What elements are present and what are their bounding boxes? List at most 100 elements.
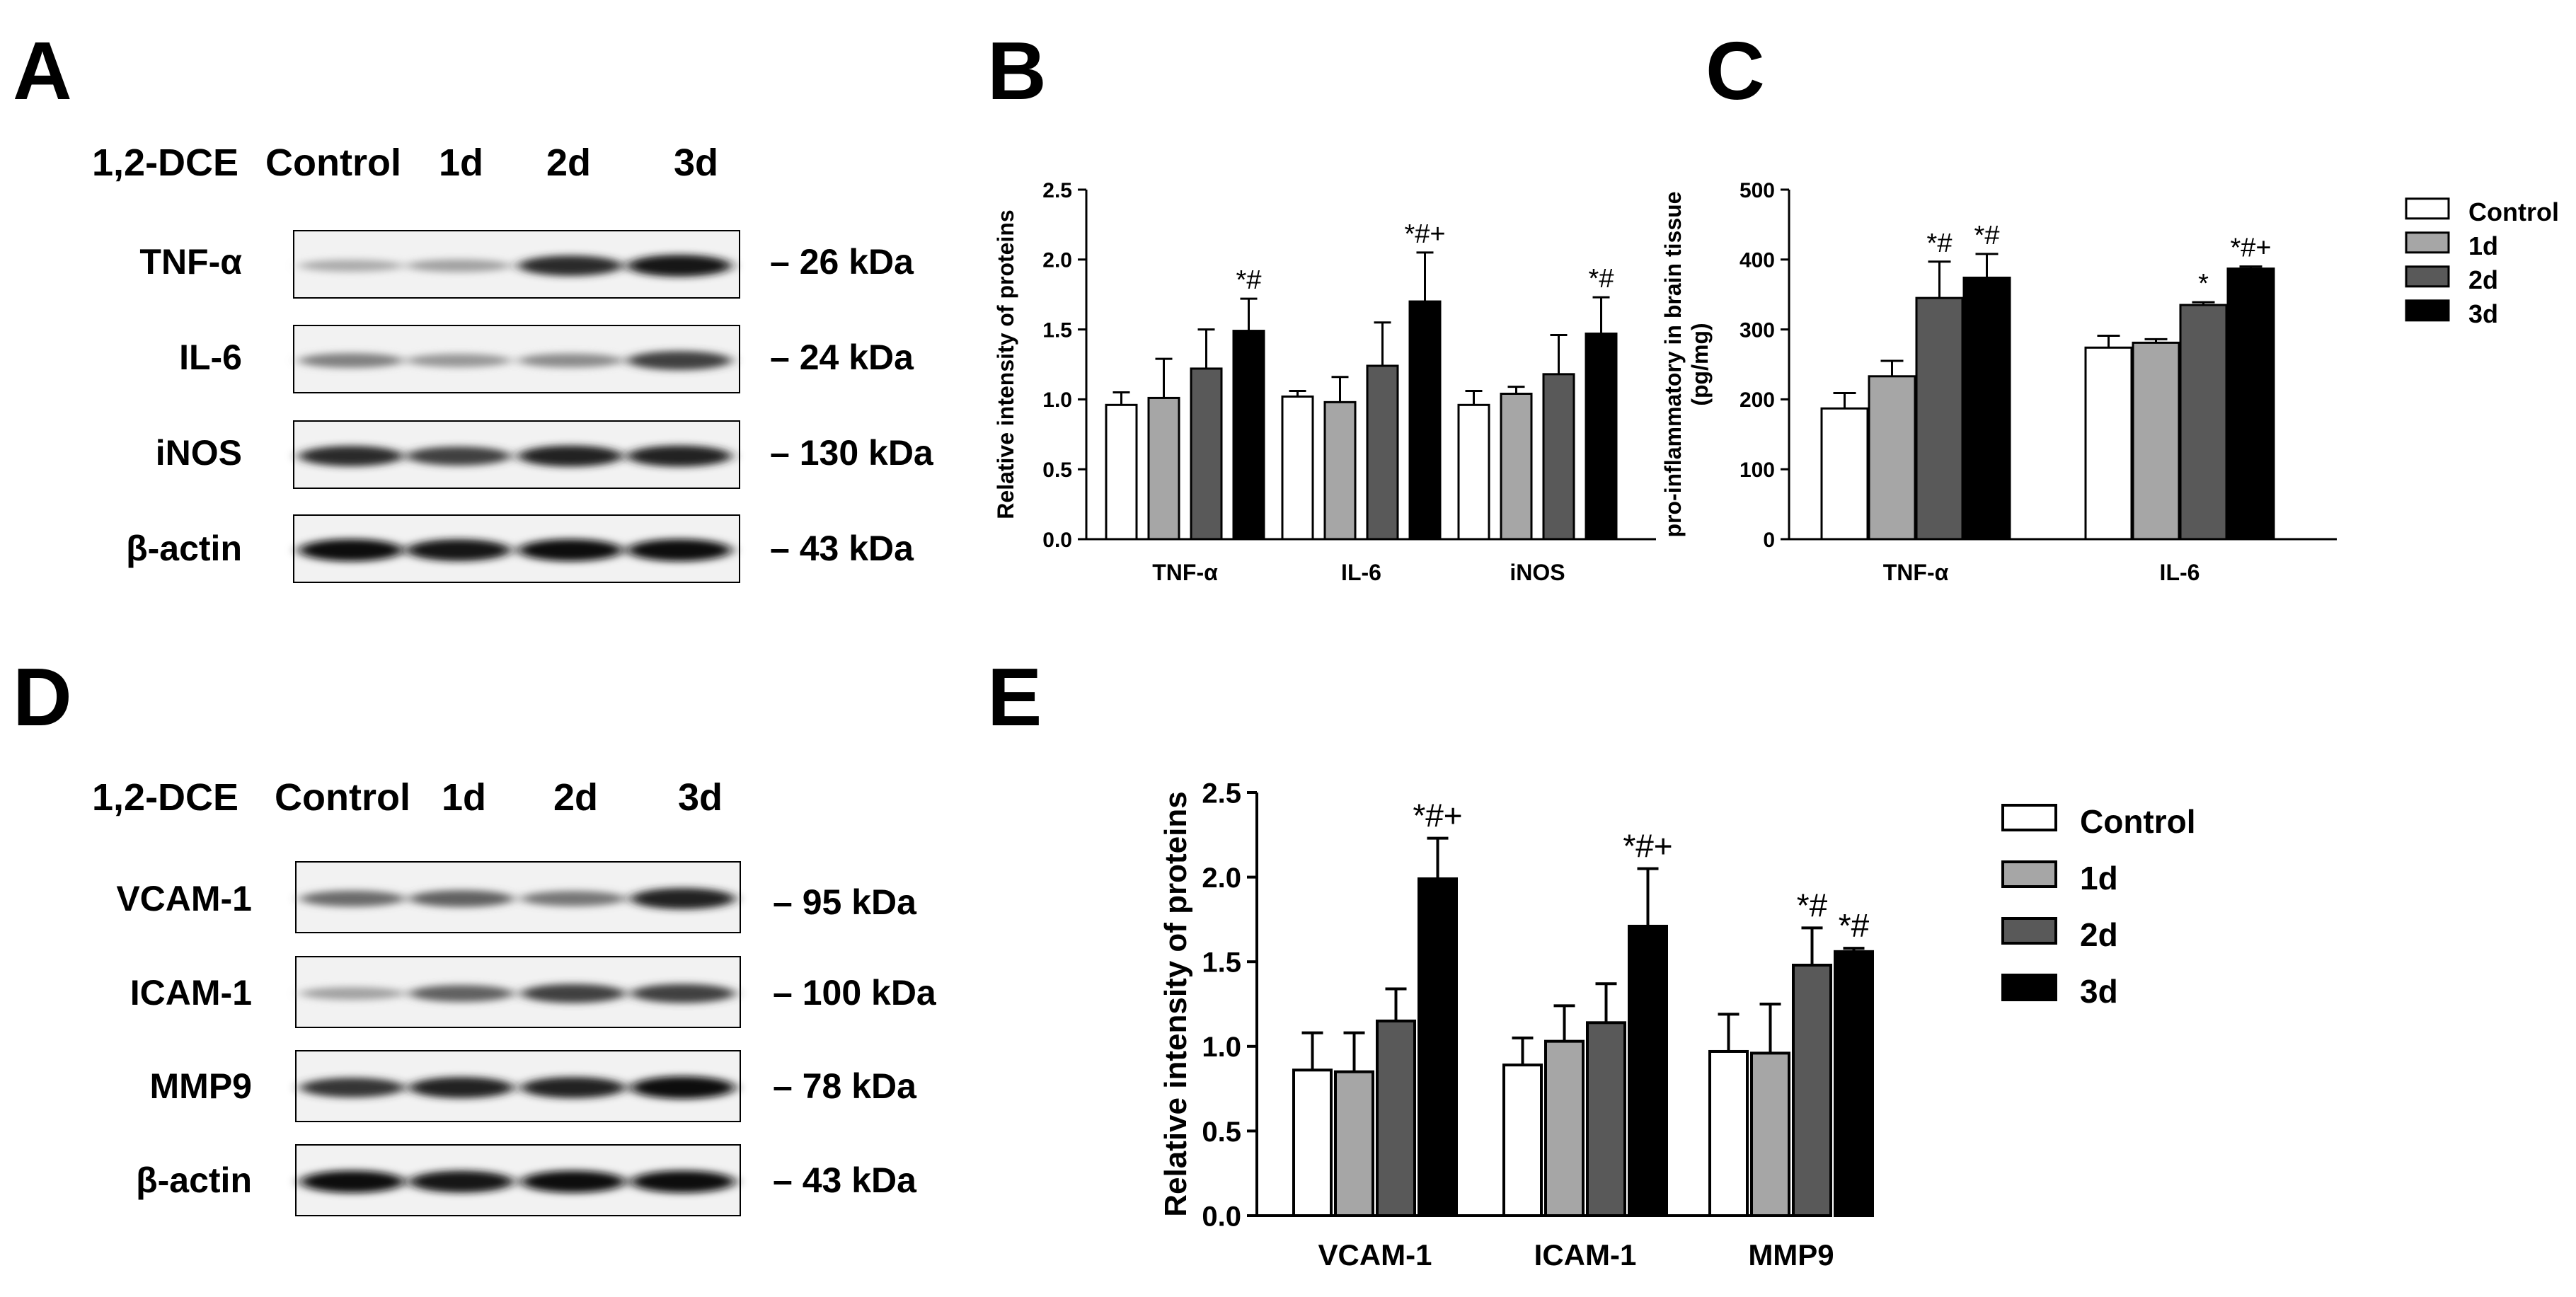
significance-label: *#+ xyxy=(1623,828,1672,865)
bar xyxy=(1281,395,1314,541)
bar xyxy=(1323,400,1357,541)
y-tick-label: 0.0 xyxy=(1202,1201,1241,1232)
legend-c: Control 1d 2d 3d xyxy=(2405,197,2559,328)
bar xyxy=(2226,267,2275,541)
blot-band xyxy=(631,1076,735,1099)
panel-letter-d: D xyxy=(13,651,72,743)
bar-chart-b: 0.0 0.5 1.0 1.5 2.0 2.5 Relative intensity of … xyxy=(993,179,1656,585)
y-tick-label: 300 xyxy=(1740,318,1775,342)
y-tick-label: 2.5 xyxy=(1202,778,1241,809)
y-tick-label: 2.0 xyxy=(1042,249,1072,272)
blot-d-protein-label: β-actin xyxy=(136,1160,252,1200)
blot-band xyxy=(300,987,405,1000)
legend-swatch xyxy=(2001,917,2057,945)
significance-label: * xyxy=(2198,269,2209,299)
bar xyxy=(1544,1039,1585,1218)
blot-a-size-marker: – 26 kDa xyxy=(770,242,914,282)
bar xyxy=(1962,276,2011,541)
blot-band xyxy=(631,1170,735,1193)
legend-label: 1d xyxy=(2080,860,2118,897)
blot-d-treatment-label: 1,2-DCE xyxy=(92,776,238,819)
blot-band xyxy=(518,255,623,276)
y-axis-label: Relative intensity of proteins xyxy=(993,209,1018,519)
blot-band xyxy=(299,446,403,466)
bar xyxy=(2179,304,2228,541)
bar xyxy=(1585,333,1618,541)
bar xyxy=(1628,924,1668,1218)
legend-swatch xyxy=(2405,265,2450,288)
legend-label: 3d xyxy=(2468,299,2498,328)
y-tick-label: 1.5 xyxy=(1202,947,1241,979)
blot-band xyxy=(409,1170,514,1193)
bar-chart-e: 0.0 0.5 1.0 1.5 2.0 2.5 Relative intensity of … xyxy=(1158,778,1874,1272)
bar xyxy=(2084,346,2133,541)
legend-swatch xyxy=(2405,231,2450,254)
blot-band xyxy=(406,539,511,561)
blot-band xyxy=(406,259,511,272)
blot-d-lane-label: 2d xyxy=(553,776,598,819)
y-axis-label: (pg/mg) xyxy=(1687,323,1713,405)
bar xyxy=(1586,1021,1626,1217)
significance-label: *# xyxy=(1974,221,2000,250)
legend-swatch xyxy=(2001,974,2057,1001)
significance-label: *# xyxy=(1839,907,1870,944)
x-category-label: TNF-α xyxy=(1152,560,1218,585)
blot-band xyxy=(627,445,732,467)
y-tick-label: 200 xyxy=(1740,388,1775,412)
x-category-label: IL-6 xyxy=(1341,560,1381,585)
blot-a-protein-label: iNOS xyxy=(156,433,242,473)
x-category-label: TNF-α xyxy=(1883,560,1949,585)
blot-band xyxy=(518,445,623,467)
blot-band xyxy=(409,890,514,907)
bar xyxy=(1418,877,1458,1217)
panel-letter-b: B xyxy=(987,25,1047,117)
significance-label: *# xyxy=(1589,264,1614,294)
y-tick-label: 2.0 xyxy=(1202,863,1241,894)
legend-label: Control xyxy=(2080,803,2196,840)
bar xyxy=(1542,373,1575,541)
blot-d-size-marker: – 95 kDa xyxy=(773,882,917,922)
blot-band xyxy=(631,984,735,1003)
bar xyxy=(1376,1019,1416,1218)
bar xyxy=(1500,392,1533,541)
y-axis-label: Relative intensity of proteins xyxy=(1158,791,1193,1216)
x-category-label: VCAM-1 xyxy=(1318,1238,1432,1272)
blot-a-protein-label: β-actin xyxy=(126,529,242,568)
blot-d-size-marker: – 43 kDa xyxy=(773,1160,917,1200)
legend-swatch xyxy=(2001,804,2057,831)
y-tick-label: 0.5 xyxy=(1042,459,1072,482)
bar xyxy=(2132,341,2180,541)
y-tick-label: 1.0 xyxy=(1202,1032,1241,1063)
y-axis-label: pro-inflammatory in brain tissue xyxy=(1660,192,1686,538)
significance-label: *# xyxy=(1797,887,1828,923)
bar xyxy=(1834,950,1874,1218)
blot-band xyxy=(521,1170,626,1193)
significance-label: *#+ xyxy=(1404,219,1445,249)
blot-band xyxy=(409,1077,514,1098)
blot-a-protein-label: IL-6 xyxy=(179,338,242,377)
blot-a-treatment-label: 1,2-DCE xyxy=(92,142,238,184)
blot-band xyxy=(406,446,511,466)
legend-swatch xyxy=(2001,860,2057,888)
blot-d-lane-label: Control xyxy=(275,776,410,819)
blot-a-lane-label: 2d xyxy=(546,142,591,184)
bar xyxy=(1820,407,1869,541)
blot-a-lane-label: 1d xyxy=(439,142,483,184)
bar xyxy=(1792,963,1832,1217)
blot-band xyxy=(299,260,403,272)
blot-a-lane-label: 3d xyxy=(674,142,718,184)
y-tick-label: 100 xyxy=(1740,459,1775,482)
blot-band xyxy=(518,353,623,368)
y-tick-label: 0.5 xyxy=(1202,1117,1241,1148)
blot-a-size-marker: – 43 kDa xyxy=(770,529,914,568)
bar xyxy=(1190,367,1223,541)
bar xyxy=(1750,1051,1790,1218)
bar xyxy=(1105,403,1138,541)
legend-label: 1d xyxy=(2468,231,2498,260)
legend-swatch xyxy=(2405,299,2450,322)
blot-a-lane-label: Control xyxy=(265,142,401,184)
blot-band xyxy=(299,538,403,562)
y-tick-label: 1.0 xyxy=(1042,388,1072,412)
significance-label: *# xyxy=(1927,229,1953,258)
bar xyxy=(1457,403,1490,541)
